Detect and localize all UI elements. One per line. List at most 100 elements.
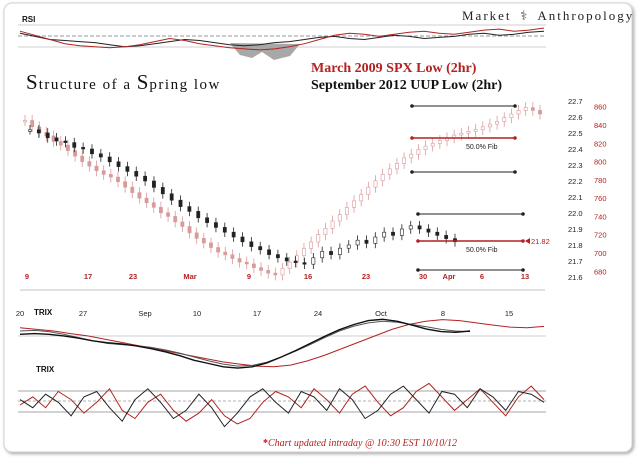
- spx-x-tick: 16: [304, 272, 312, 281]
- spx-candle-body: [280, 268, 285, 276]
- uup-low-level-end-right: [521, 268, 525, 272]
- spx-candle-body: [30, 120, 35, 128]
- uup-low-level-end-left: [416, 268, 420, 272]
- footer-text: Chart updated intraday @ 10:30 EST 10/10…: [268, 438, 458, 449]
- uup-candle-body: [98, 153, 103, 158]
- helix-icon: ⚕: [520, 8, 530, 23]
- spx-candle-body: [66, 144, 70, 151]
- spx-candle-body: [309, 241, 314, 249]
- spx-high-level-end-left: [410, 104, 414, 108]
- brand: Market ⚕ Anthropology: [462, 8, 634, 24]
- spx-candle-body: [230, 254, 235, 259]
- uup-x-tick: 27: [79, 309, 87, 318]
- spx-candle-body: [502, 117, 507, 122]
- uup-candle-body: [28, 129, 32, 132]
- uup-candle-body: [54, 137, 59, 142]
- spx-candle-body: [130, 186, 135, 193]
- title-part-4: pring: [149, 77, 189, 93]
- spx-axis-tick: 860: [594, 103, 607, 112]
- spx-candle-body: [337, 214, 342, 222]
- uup-axis-tick: 22.7: [568, 97, 583, 106]
- uup-candle-body: [249, 241, 254, 247]
- trix1-label: TRIX: [34, 308, 53, 317]
- fib-label-lower: 50.0% Fib: [466, 247, 498, 254]
- spx-candle-body: [101, 170, 106, 175]
- brand-left-word: Market: [462, 8, 512, 23]
- uup-candle-body: [125, 166, 130, 172]
- spx-candle-body: [330, 220, 335, 229]
- uup-candle-body: [320, 251, 325, 259]
- spx-axis-tick: 800: [594, 158, 607, 167]
- spx-candle-body: [409, 153, 414, 159]
- spx-candle-body: [166, 212, 170, 217]
- spx-x-tick: Mar: [183, 272, 196, 281]
- uup-candle-body: [399, 228, 404, 236]
- uup-x-tick: 20: [16, 309, 24, 318]
- uup-candle-body: [240, 236, 245, 243]
- uup-axis-tick: 21.8: [568, 241, 583, 250]
- spx-candle-body: [516, 110, 521, 115]
- trix2-spx-line: [19, 382, 545, 425]
- uup-candle-body: [346, 244, 351, 249]
- subtitle-spx: March 2009 SPX Low (2hr): [311, 61, 477, 76]
- uup-candle-body: [222, 227, 227, 233]
- spx-x-tick: 23: [362, 272, 370, 281]
- spx-candle-body: [151, 202, 156, 208]
- uup-axis-tick: 22.6: [568, 113, 583, 122]
- spx-candle-body: [287, 261, 292, 269]
- uup-candle-body: [267, 249, 271, 255]
- uup-high-level-end-right: [521, 212, 525, 216]
- spx-candle-body: [495, 121, 499, 125]
- spx-candle-body: [237, 258, 242, 263]
- uup-candle-body: [444, 235, 449, 239]
- spx-candle-body: [209, 242, 213, 248]
- spx-candle-body: [87, 161, 92, 167]
- uup-candle-body: [90, 148, 94, 155]
- uup-x-tick: 8: [441, 309, 445, 318]
- spx-candle-body: [323, 228, 328, 236]
- spx-candle-body: [480, 126, 485, 130]
- spx-axis-tick: 680: [594, 267, 607, 276]
- uup-axis-tick: 22.5: [568, 129, 583, 138]
- spx-candle-body: [359, 194, 364, 202]
- uup-axis-tick: 22.0: [568, 209, 583, 218]
- uup-fib-level-end-left: [416, 239, 420, 243]
- uup-candle-body: [408, 225, 413, 230]
- uup-axis-tick: 21.6: [568, 273, 583, 282]
- trix-panel-1: TRIX: [18, 308, 546, 369]
- spx-candle-body: [251, 263, 256, 268]
- uup-candle-body: [382, 231, 387, 238]
- spx-candle-body: [187, 226, 192, 234]
- spx-candle-body: [244, 261, 249, 265]
- spx-fib-level-end-right: [513, 136, 517, 140]
- uup-candle-body: [337, 247, 342, 255]
- uup-x-tick: 15: [505, 309, 513, 318]
- uup-high-level-end-left: [416, 212, 420, 216]
- uup-fib-level-end-right: [521, 239, 525, 243]
- uup-candle-body: [293, 260, 298, 263]
- spx-candle-body: [423, 145, 428, 150]
- uup-candle-body: [276, 254, 280, 259]
- spx-candle-body: [380, 174, 385, 182]
- spx-candle-body: [437, 140, 442, 144]
- uup-candle-body: [160, 187, 165, 195]
- spx-axis-tick: 740: [594, 212, 607, 221]
- spx-candle-body: [316, 234, 321, 243]
- uup-candle-body: [107, 156, 112, 163]
- price-panel: 22.7 22.6 22.5 22.4 22.3 22.2 22.1 22.0 21.9 21.8…: [16, 97, 607, 318]
- spx-candle-body: [373, 180, 378, 188]
- spx-candle-body: [530, 107, 535, 111]
- spx-axis-tick: 760: [594, 194, 607, 203]
- spx-x-tick: 6: [480, 272, 484, 281]
- spx-candle-body: [137, 192, 142, 199]
- spx-axis-tick: 720: [594, 231, 607, 240]
- spx-candle-body: [259, 267, 263, 271]
- spx-low-level-end-right: [513, 170, 517, 174]
- spx-candle-body: [402, 157, 406, 164]
- spx-candle-body: [395, 163, 399, 170]
- uup-candle-body: [231, 231, 236, 238]
- footer-asterisk: *: [263, 438, 268, 449]
- uup-candle-body: [284, 257, 289, 262]
- title-cap-1: S: [26, 70, 39, 94]
